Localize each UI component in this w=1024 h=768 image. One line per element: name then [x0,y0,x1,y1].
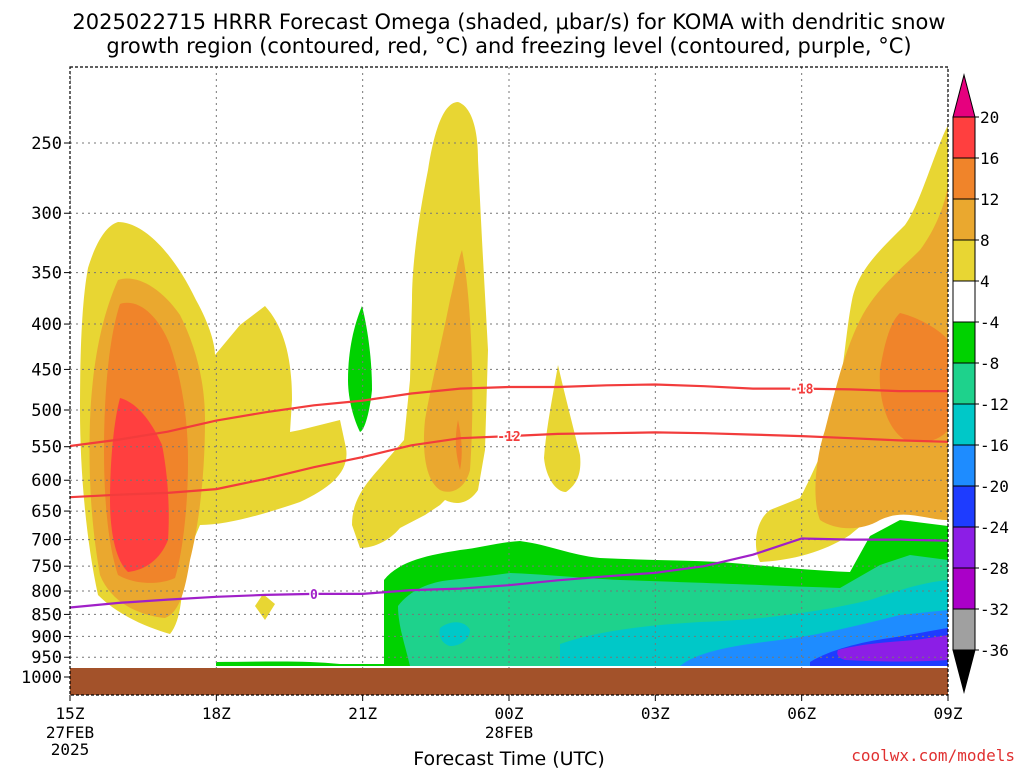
y-tick-label: 600 [31,471,62,491]
y-tick-label: 750 [31,557,62,577]
y-tick-label: 650 [31,502,62,522]
colorbar-top-arrow [952,73,976,118]
contour-label: 0 [310,588,318,603]
x-date-label: 28FEB [485,723,533,742]
omega-area [455,420,462,470]
contour-label: -12 [497,430,520,445]
colorbar-swatch [952,280,976,323]
colorbar-bottom-arrow [952,649,976,694]
x-tick-label: 09Z [934,704,963,723]
colorbar-label: 12 [980,190,999,209]
omega-area [879,313,948,442]
omega-area [837,635,948,662]
x-tick-label: 21Z [348,704,377,723]
x-year-label: 2025 [51,740,90,759]
y-tick-label: 500 [31,401,62,421]
x-tick-label: 06Z [787,704,816,723]
colorbar-label: -16 [980,436,1009,455]
colorbar-swatch [952,157,976,200]
colorbar-swatch [952,567,976,610]
colorbar-swatch [952,239,976,282]
y-tick-label: 400 [31,315,62,335]
colorbar-swatch [952,198,976,241]
omega-area [439,622,470,646]
colorbar-swatch [952,321,976,364]
plot-area: -18 -12 0 [70,67,948,695]
x-date-label: 27FEB [46,723,94,742]
omega-area [110,398,169,572]
omega-area [423,250,473,492]
chart-title-line2: growth region (contoured, red, °C) and f… [106,34,911,58]
grid [70,67,948,695]
omega-area [544,365,581,492]
omega-area [255,594,275,620]
colorbar-label: -28 [980,559,1009,578]
ground-terrain [70,668,948,695]
y-tick-label: 800 [31,582,62,602]
y-tick-label: 300 [31,204,62,224]
y-tick-label: 700 [31,531,62,551]
colorbar-label: -24 [980,518,1009,537]
x-tick-label: 03Z [641,704,670,723]
colorbar-label: -36 [980,641,1009,660]
y-axis: 2503003504004505005506006507007508008509… [21,134,70,688]
colorbar-swatch [952,362,976,405]
chart-title-line1: 2025022715 HRRR Forecast Omega (shaded, … [72,10,945,34]
colorbar-swatch [952,403,976,446]
colorbar-swatch [952,444,976,487]
contour-label: -18 [790,383,814,398]
site-credit: coolwx.com/models [851,746,1015,765]
colorbar: 20 16 12 8 4 -4 -8 -12 -16 -20 -24 -28 -32 -36 [952,73,1009,694]
contour-line--18 [70,383,948,448]
x-tick-label: 00Z [495,704,524,723]
x-axis-label: Forecast Time (UTC) [413,748,604,768]
y-tick-label: 250 [31,134,62,154]
colorbar-swatch [952,608,976,651]
y-tick-label: 450 [31,360,62,380]
colorbar-label: -32 [980,600,1009,619]
colorbar-label: 8 [980,231,990,250]
y-tick-label: 950 [31,648,62,668]
colorbar-swatch [952,116,976,159]
y-tick-label: 350 [31,264,62,284]
colorbar-label: 4 [980,272,990,291]
y-tick-label: 1000 [21,668,62,688]
colorbar-label: -12 [980,395,1009,414]
y-tick-label: 550 [31,438,62,458]
colorbar-swatch [952,485,976,528]
y-tick-label: 900 [31,627,62,647]
contour-line-0 [70,537,948,609]
contour-lines: -18 -12 0 [70,381,948,609]
x-tick-label: 15Z [56,704,85,723]
colorbar-label: -4 [980,313,999,332]
colorbar-label: 20 [980,108,999,127]
x-tick-label: 18Z [202,704,231,723]
omega-area [815,185,948,529]
y-tick-label: 850 [31,605,62,625]
colorbar-swatch [952,526,976,569]
colorbar-label: -20 [980,477,1009,496]
contour-line--12 [70,431,948,499]
colorbar-label: -8 [980,354,999,373]
colorbar-label: 16 [980,149,999,168]
